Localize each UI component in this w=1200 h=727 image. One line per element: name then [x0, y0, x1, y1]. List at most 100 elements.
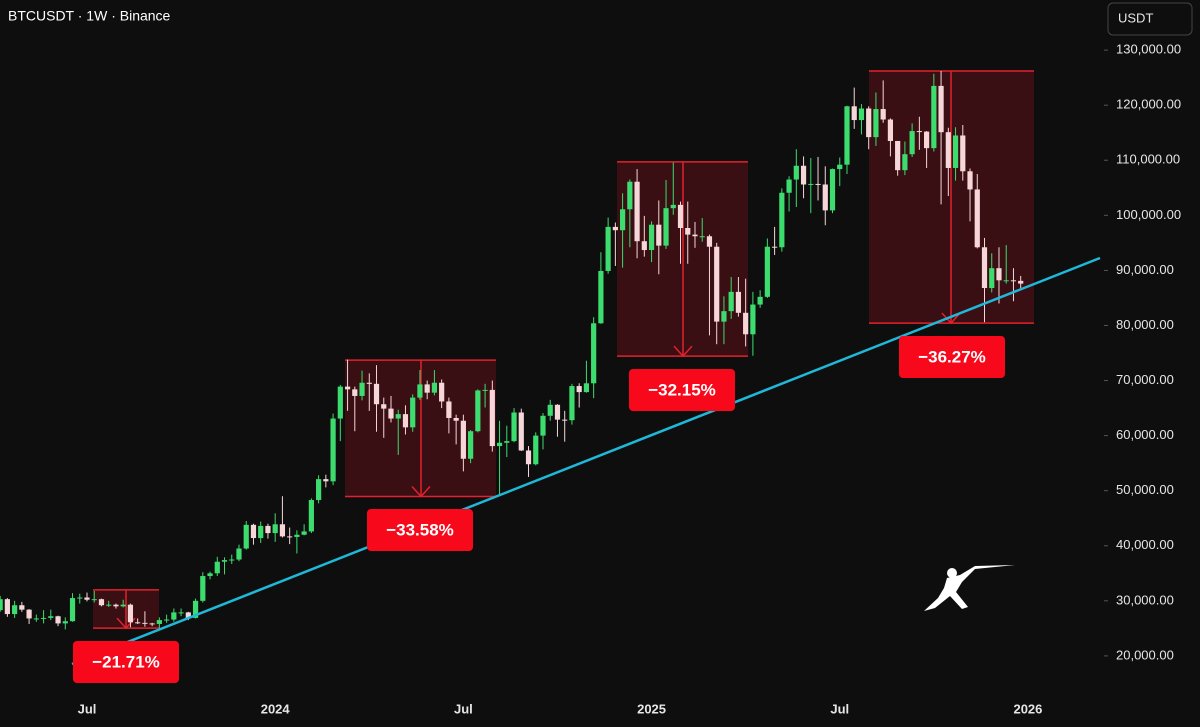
currency-label[interactable]: USDT	[1118, 10, 1153, 25]
candle-body	[279, 524, 286, 537]
candle-body	[706, 236, 713, 247]
candle-body	[648, 224, 655, 251]
candle-body	[974, 189, 980, 248]
candle-body	[431, 382, 438, 393]
candle-body	[909, 131, 915, 155]
candle-body	[692, 234, 698, 237]
candle-body	[591, 323, 597, 384]
candle-body	[540, 415, 546, 436]
candle-body	[808, 183, 814, 185]
drawdown-badge	[899, 336, 1005, 378]
drawdown-badge	[629, 369, 735, 411]
candle-body	[728, 291, 734, 312]
annotation-labels: −21.71% −33.58% −32.15% −36.27%	[73, 336, 1005, 683]
candle-body	[931, 85, 937, 149]
candle-body	[605, 226, 611, 271]
y-tick-label: 90,000.00	[1116, 262, 1174, 277]
candle-body	[77, 597, 83, 599]
candle-body	[851, 106, 857, 121]
candle-body	[381, 404, 387, 409]
candle-body	[236, 548, 242, 560]
candle-body	[482, 389, 488, 391]
candle-body	[359, 382, 365, 396]
x-tick-label: 2025	[637, 701, 666, 716]
candle-body	[873, 109, 879, 138]
candle-body	[562, 419, 568, 421]
drawdown-badge	[367, 509, 473, 551]
candle-body	[786, 179, 792, 193]
y-tick-label: 50,000.00	[1116, 482, 1174, 497]
candle-body	[207, 573, 213, 577]
candle-body	[677, 204, 684, 228]
candle-body	[829, 169, 836, 211]
candle-body	[294, 534, 300, 537]
candle-body	[127, 604, 134, 623]
drawdown-label: −32.15%	[648, 380, 716, 399]
candle-body	[989, 268, 995, 289]
candle-body	[583, 383, 590, 393]
candle-body	[800, 165, 807, 185]
candle-body	[250, 524, 257, 539]
candle-body	[938, 85, 944, 133]
arrow-head	[411, 485, 431, 498]
candle-body	[735, 291, 742, 313]
y-tick-label: 30,000.00	[1116, 592, 1174, 607]
candle-body	[902, 154, 908, 171]
candle-body	[554, 404, 561, 420]
candle-body	[743, 312, 749, 335]
candle-body	[337, 386, 343, 419]
candle-body	[750, 304, 756, 335]
y-tick-label: 100,000.00	[1116, 207, 1181, 222]
candle-body	[453, 417, 459, 421]
candle-body	[895, 140, 901, 171]
candle-body	[967, 171, 973, 190]
currency-button[interactable]	[1107, 2, 1193, 36]
candle-body	[793, 165, 799, 180]
candle-body	[69, 598, 76, 622]
candle-body	[344, 386, 351, 390]
candle-body	[866, 108, 872, 138]
candle-body	[149, 623, 155, 625]
candle-body	[4, 599, 10, 615]
x-tick-label: 2024	[261, 701, 291, 716]
candle-body	[656, 224, 662, 246]
candle-body	[113, 604, 119, 607]
candle-body	[62, 621, 68, 624]
candle-body	[714, 246, 720, 322]
candle-body	[996, 268, 1002, 281]
candle-body	[26, 609, 32, 619]
candle-body	[366, 382, 372, 384]
candle-body	[330, 418, 336, 482]
candle-body	[468, 431, 474, 459]
candle-body	[844, 106, 850, 165]
x-tick-label: Jul	[78, 701, 97, 716]
candle-body	[525, 450, 532, 465]
trend-line	[71, 256, 1101, 666]
candle-body	[460, 420, 466, 459]
candle-body	[417, 384, 423, 398]
drawdown-label: −33.58%	[386, 520, 454, 539]
candle-body	[12, 605, 18, 615]
candle-body	[547, 404, 553, 416]
drawdown-badge	[73, 641, 179, 683]
candle-body	[1018, 280, 1024, 284]
candle-body	[815, 183, 821, 185]
candle-body	[164, 619, 170, 621]
candle-body	[200, 576, 206, 601]
candle-body	[258, 525, 264, 539]
candle-body	[192, 600, 199, 618]
candle-body	[323, 479, 329, 482]
candle-body	[388, 408, 394, 419]
candle-body	[98, 599, 105, 606]
candle-body	[446, 401, 452, 418]
candle-body	[887, 119, 894, 141]
candle-body	[475, 390, 481, 432]
candle-body	[924, 131, 930, 149]
candle-body	[221, 560, 228, 562]
y-tick-label: 20,000.00	[1116, 647, 1174, 662]
candle-body	[757, 296, 763, 305]
candle-body	[518, 412, 524, 451]
candle-body	[945, 132, 951, 168]
candle-body	[952, 135, 959, 168]
